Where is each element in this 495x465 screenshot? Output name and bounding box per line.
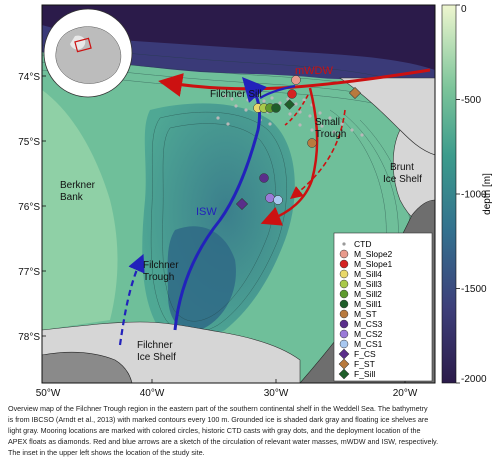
marker-m-sill1 bbox=[271, 103, 281, 113]
lat-tick-74: 74°S bbox=[18, 72, 40, 83]
label-brunt-1: Brunt bbox=[390, 162, 414, 173]
legend-label: M_Slope2 bbox=[354, 249, 393, 259]
legend-marker bbox=[339, 339, 349, 349]
legend-label: F_ST bbox=[354, 359, 375, 369]
berkner-bank bbox=[42, 90, 118, 330]
caption-line: APEX floats as diamonds. Red and blue ar… bbox=[8, 437, 439, 446]
legend-marker bbox=[339, 279, 349, 289]
legend-label: M_CS2 bbox=[354, 329, 383, 339]
label-mwdw: mWDW bbox=[295, 65, 333, 77]
lat-tick-76: 76°S bbox=[18, 202, 40, 213]
legend-entry: M_CS3 bbox=[339, 319, 383, 329]
colorbar-tick-label: -1000 bbox=[461, 190, 487, 201]
marker-f-st bbox=[348, 86, 362, 100]
legend-marker bbox=[342, 242, 346, 246]
colorbar-tick-label: -1500 bbox=[461, 284, 487, 295]
legend-marker bbox=[339, 269, 349, 279]
legend-entry: M_Sill2 bbox=[339, 289, 382, 299]
lat-tick-75: 75°S bbox=[18, 137, 40, 148]
colorbar-tick-label: -500 bbox=[461, 95, 481, 106]
legend-marker bbox=[338, 368, 350, 380]
legend-label: F_CS bbox=[354, 349, 376, 359]
inset-antarctica bbox=[43, 8, 133, 98]
colorbar: 0 -500 -1000 -1500 -2000 depth [m] bbox=[441, 4, 493, 385]
mooring-markers bbox=[235, 75, 362, 211]
legend-label: M_ST bbox=[354, 309, 377, 319]
legend-label: M_Sill1 bbox=[354, 299, 382, 309]
inset-study-box bbox=[74, 37, 92, 53]
lon-tick-30: 30°W bbox=[264, 388, 289, 399]
marker-m-cs1 bbox=[273, 195, 283, 205]
legend-entry: M_Sill1 bbox=[339, 299, 382, 309]
label-brunt-2: Ice Shelf bbox=[383, 174, 422, 185]
marker-f-sill bbox=[284, 99, 295, 110]
colorbar-gradient bbox=[441, 4, 457, 384]
legend-label: M_Sill2 bbox=[354, 289, 382, 299]
legend-entry: M_ST bbox=[339, 309, 377, 319]
legend-label: M_Slope1 bbox=[354, 259, 393, 269]
legend-label: F_Sill bbox=[354, 369, 375, 379]
label-filchner-trough-1: Filchner bbox=[143, 260, 179, 271]
legend-marker bbox=[339, 249, 349, 259]
marker-m-cs3 bbox=[259, 173, 269, 183]
legend-entry: F_CS bbox=[338, 348, 376, 360]
lat-tick-77: 77°S bbox=[18, 267, 40, 278]
legend-entry: M_CS1 bbox=[339, 339, 383, 349]
legend-marker bbox=[338, 348, 350, 360]
caption-line: Overview map of the Filchner Trough regi… bbox=[8, 404, 428, 413]
legend-label: M_CS3 bbox=[354, 319, 383, 329]
legend-marker bbox=[339, 299, 349, 309]
caption-line: The inset in the upper left shows the lo… bbox=[8, 448, 205, 457]
colorbar-label: depth [m] bbox=[482, 173, 493, 215]
label-filchner-sill: Filchner Sill bbox=[210, 89, 262, 100]
legend-entry: M_Sill4 bbox=[339, 269, 382, 279]
label-isw: ISW bbox=[196, 206, 217, 218]
colorbar-tick-label: -2000 bbox=[461, 374, 487, 385]
label-berkner-2: Bank bbox=[60, 192, 84, 203]
legend: CTDM_Slope2M_Slope1M_Sill4M_Sill3M_Sill2… bbox=[333, 232, 433, 382]
label-small-trough-1: Small bbox=[315, 117, 340, 128]
legend-marker bbox=[338, 358, 350, 370]
lat-tick-78: 78°S bbox=[18, 332, 40, 343]
label-small-trough-2: Trough bbox=[315, 129, 346, 140]
marker-m-cs2 bbox=[265, 193, 275, 203]
label-filchner-trough-2: Trough bbox=[143, 272, 174, 283]
legend-entry: CTD bbox=[342, 239, 371, 249]
figure-caption: Overview map of the Filchner Trough regi… bbox=[8, 403, 488, 458]
map-figure: Filchner Sill Small Trough Brunt Ice She… bbox=[18, 4, 493, 399]
map-frame bbox=[41, 4, 436, 384]
lon-tick-20: 20°W bbox=[393, 388, 418, 399]
legend-entry: M_Slope2 bbox=[339, 249, 393, 259]
legend-label: M_Sill3 bbox=[354, 279, 382, 289]
lon-tick-50: 50°W bbox=[36, 388, 61, 399]
caption-line: is from IBCSO (Arndt et al., 2013) with … bbox=[8, 415, 429, 424]
legend-entry: M_CS2 bbox=[339, 329, 383, 339]
legend-entry: M_Slope1 bbox=[339, 259, 393, 269]
legend-label: M_CS1 bbox=[354, 339, 383, 349]
map-area: Filchner Sill Small Trough Brunt Ice She… bbox=[42, 5, 435, 383]
legend-marker bbox=[339, 289, 349, 299]
colorbar-tick-label: 0 bbox=[461, 4, 467, 15]
marker-f-cs bbox=[235, 197, 249, 211]
legend-entry: F_ST bbox=[338, 358, 375, 370]
legend-marker bbox=[339, 309, 349, 319]
legend-label: M_Sill4 bbox=[354, 269, 382, 279]
caption-line: light gray. Mooring locations are marked… bbox=[8, 426, 421, 435]
legend-marker bbox=[339, 319, 349, 329]
marker-m-slope2 bbox=[291, 75, 301, 85]
marker-m-st bbox=[307, 138, 317, 148]
label-filchner-ice-shelf-2: Ice Shelf bbox=[137, 352, 176, 363]
legend-label: CTD bbox=[354, 239, 371, 249]
label-filchner-ice-shelf-1: Filchner bbox=[137, 340, 173, 351]
marker-m-slope1 bbox=[287, 89, 297, 99]
legend-marker bbox=[339, 329, 349, 339]
label-berkner-1: Berkner bbox=[60, 180, 96, 191]
legend-entry: M_Sill3 bbox=[339, 279, 382, 289]
legend-marker bbox=[339, 259, 349, 269]
mwdw-circulation-arrows bbox=[158, 68, 431, 226]
lon-tick-40: 40°W bbox=[140, 388, 165, 399]
legend-entry: F_Sill bbox=[338, 368, 375, 380]
